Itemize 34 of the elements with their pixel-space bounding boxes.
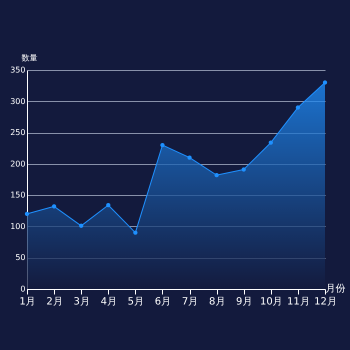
x-axis-title: 月份 (326, 284, 346, 294)
point (322, 80, 328, 85)
point (187, 155, 192, 160)
x-tick-label: 5月 (128, 296, 144, 308)
x-tick-label: 11月 (287, 296, 310, 308)
x-tick-label: 12月 (314, 296, 337, 308)
y-tick-label: 50 (15, 253, 26, 262)
y-axis-title: 数量 (22, 54, 38, 62)
point (133, 230, 138, 235)
point (268, 140, 273, 145)
y-tick-label: 250 (10, 128, 26, 138)
x-tick-label: 4月 (100, 296, 117, 308)
point (24, 212, 30, 216)
y-tick-label: 350 (10, 66, 26, 74)
x-tick-label: 1月 (19, 296, 36, 308)
x-tick-label: 7月 (182, 296, 198, 308)
x-tick-label: 10月 (260, 296, 283, 308)
point (242, 167, 246, 172)
y-tick-label: 200 (10, 159, 26, 168)
point (160, 142, 165, 148)
y-tick-label: 100 (10, 222, 26, 231)
y-tick-label: 300 (10, 96, 26, 106)
y-tick-label: 0 (20, 284, 26, 294)
point (214, 173, 219, 178)
x-tick-label: 3月 (73, 296, 90, 308)
x-tick-label: 2月 (46, 296, 63, 308)
point (52, 204, 56, 209)
y-tick-label: 150 (10, 190, 26, 200)
x-tick-label: 6月 (154, 296, 172, 308)
x-tick-label: 8月 (208, 296, 226, 308)
x-tick-label: 9月 (236, 296, 252, 308)
point (106, 203, 110, 208)
point (296, 105, 300, 110)
point (79, 224, 84, 228)
